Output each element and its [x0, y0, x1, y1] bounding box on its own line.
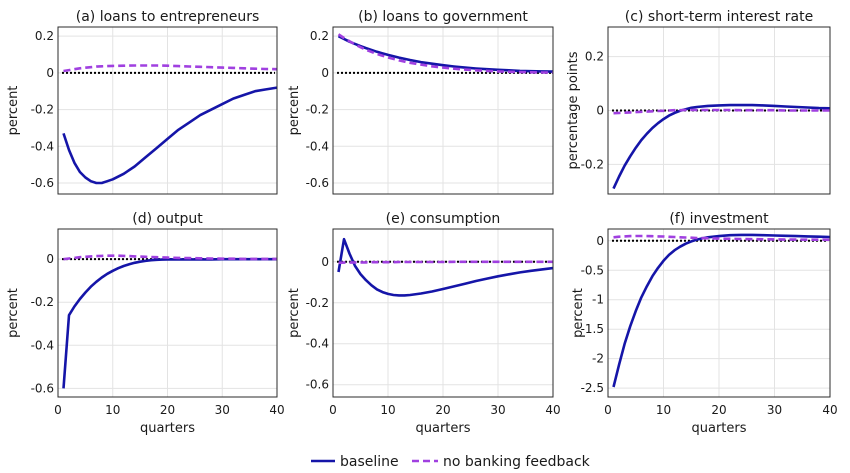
y-tick-label: -2.5: [581, 381, 604, 395]
series-line-baseline: [62, 257, 277, 389]
x-tick-label: 10: [105, 403, 120, 417]
x-tick-label: 0: [329, 403, 337, 417]
x-tick-label: 20: [711, 403, 726, 417]
panel-title: (b) loans to government: [358, 9, 528, 25]
plot-frame: [57, 228, 278, 398]
y-tick-label: -0.6: [306, 378, 329, 392]
series-line-no-banking-feedback: [613, 234, 831, 242]
y-tick-label: 0.2: [35, 29, 54, 43]
x-tick-label: 40: [269, 403, 284, 417]
y-tick-label: -2: [592, 352, 604, 366]
y-axis-label: percent: [287, 86, 302, 136]
plot-frame: [607, 228, 831, 398]
panel-f-investment: 0-0.5-1-1.5-2-2.50 10 20 30 40(f) investment…: [571, 211, 838, 436]
panel-title: (a) loans to entrepreneurs: [76, 9, 260, 25]
x-tick-label: 30: [215, 403, 230, 417]
panel-e-consumption: 0-0.2-0.4-0.60 10 20 30 40(e) consumptionper…: [287, 211, 561, 436]
y-tick-label: -0.6: [306, 176, 329, 190]
plot-frame: [332, 228, 554, 398]
y-tick-label: -0.2: [31, 295, 54, 309]
x-tick-label: 20: [160, 403, 175, 417]
panel-a-loans-to-entrepreneurs: 0.2 0 -0.2 -0.4 -0.6 (a) loans to entrepreneu…: [6, 9, 278, 195]
plot-frame: [607, 26, 831, 195]
series-line-no-banking-feedback: [337, 33, 554, 74]
y-tick-label: -0.2: [581, 157, 604, 171]
y-tick-label: 0: [321, 255, 329, 269]
x-tick-label: 30: [490, 403, 505, 417]
y-axis-label: percent: [6, 86, 21, 136]
y-tick-label: 0: [46, 66, 54, 80]
x-axis-label: quarters: [140, 421, 195, 436]
y-tick-label: -0.6: [31, 381, 54, 395]
series-line-no-banking-feedback: [613, 108, 830, 115]
series-line-baseline: [612, 103, 831, 190]
y-tick-label: 0: [46, 252, 54, 266]
y-tick-label: 0.2: [310, 29, 329, 43]
legend-label-baseline: baseline: [340, 454, 399, 470]
legend-label-no-banking-feedback: no banking feedback: [443, 454, 591, 470]
y-tick-label: -0.4: [31, 338, 54, 352]
panel-title: (d) output: [132, 211, 203, 227]
series-line-no-banking-feedback: [338, 260, 553, 265]
x-tick-label: 10: [656, 403, 671, 417]
series-line-baseline: [62, 86, 278, 185]
y-tick-label: 0: [596, 104, 604, 118]
plot-frame: [57, 26, 278, 195]
y-tick-label: -0.4: [306, 337, 329, 351]
x-tick-label: 30: [767, 403, 782, 417]
panel-title: (f) investment: [669, 211, 769, 227]
panel-c-short-term-interest-rate: 0.2 0 -0.2 (c) short-term interest rate perc…: [566, 9, 831, 195]
y-tick-label: -0.5: [581, 263, 604, 277]
panels: 0.2 0 -0.2 -0.4 -0.6 (a) loans to entrepreneu…: [6, 9, 838, 436]
series-line-no-banking-feedback: [63, 254, 277, 261]
y-tick-label: -0.4: [306, 139, 329, 153]
y-tick-label: -0.2: [31, 103, 54, 117]
y-tick-label: -0.6: [31, 176, 54, 190]
panel-d-output: 0-0.2-0.4-0.60 10 20 30 40(d) outputpercentq…: [6, 211, 285, 436]
y-tick-label: 0.2: [585, 50, 604, 64]
y-tick-label: -0.2: [306, 103, 329, 117]
y-tick-label: 0: [321, 66, 329, 80]
plot-frame: [332, 26, 554, 195]
x-tick-label: 40: [822, 403, 837, 417]
x-tick-label: 40: [545, 403, 560, 417]
y-tick-label: -1: [592, 293, 604, 307]
x-tick-label: 20: [435, 403, 450, 417]
y-axis-label: percent: [6, 288, 21, 338]
x-tick-label: 10: [380, 403, 395, 417]
y-axis-label: percent: [287, 288, 302, 338]
y-axis-label: percent: [571, 288, 586, 338]
x-axis-label: quarters: [415, 421, 470, 436]
y-tick-label: -0.4: [31, 139, 54, 153]
panel-title: (e) consumption: [386, 211, 501, 227]
y-tick-label: 0: [596, 234, 604, 248]
series-line-baseline: [337, 35, 554, 73]
legend: baseline no banking feedback: [311, 454, 591, 470]
y-tick-label: -0.2: [306, 296, 329, 310]
x-axis-label: quarters: [691, 421, 746, 436]
series-line-no-banking-feedback: [63, 64, 278, 73]
series-line-baseline: [337, 237, 554, 297]
panel-title: (c) short-term interest rate: [625, 9, 813, 25]
series-line-baseline: [612, 233, 831, 388]
x-tick-label: 0: [54, 403, 62, 417]
y-axis-label: percentage points: [566, 51, 581, 169]
x-tick-label: 0: [604, 403, 612, 417]
panel-b-loans-to-government: 0.2 0 -0.2 -0.4 -0.6 (b) loans to government p…: [287, 9, 554, 195]
y-tick-label: -1.5: [581, 322, 604, 336]
